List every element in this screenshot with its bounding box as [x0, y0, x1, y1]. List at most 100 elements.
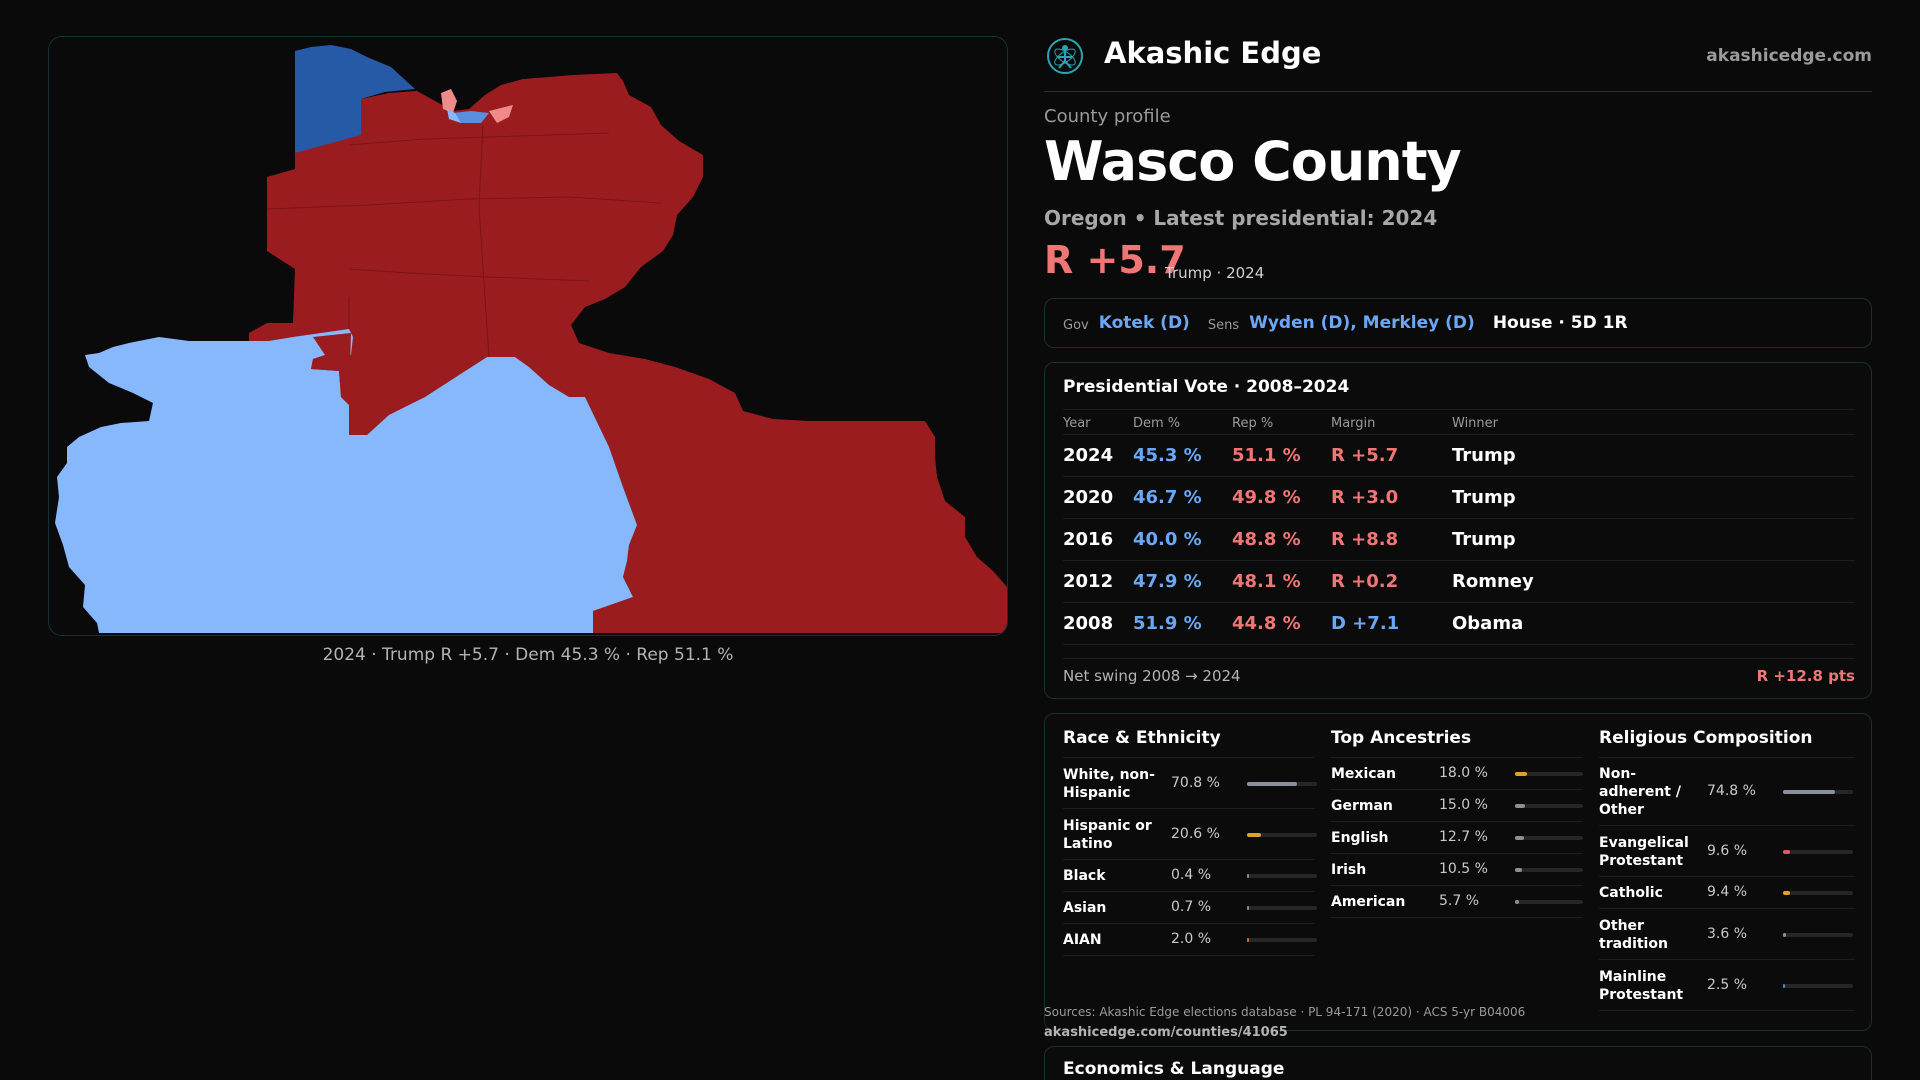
- list-item: Catholic 9.4 %: [1599, 877, 1855, 909]
- governor-name[interactable]: Kotek (D): [1098, 313, 1190, 333]
- cell-year: 2008: [1063, 613, 1114, 634]
- precinct-light-dem-small[interactable]: [447, 109, 461, 123]
- precinct-strong-rep-notch[interactable]: [311, 333, 351, 405]
- net-swing-value: R +12.8 pts: [1756, 667, 1855, 685]
- item-value: 0.7 %: [1171, 899, 1212, 915]
- col-rep: Rep %: [1232, 416, 1274, 431]
- list-item: Mainline Protestant 2.5 %: [1599, 960, 1855, 1011]
- precinct-light-dem-main[interactable]: [55, 329, 637, 633]
- cell-rep: 48.1 %: [1232, 571, 1301, 592]
- item-value: 3.6 %: [1707, 925, 1748, 942]
- precinct-strong-rep-main[interactable]: [249, 73, 1007, 633]
- item-value: 2.0 %: [1171, 931, 1212, 947]
- senators-label: Sens: [1207, 317, 1240, 333]
- cell-rep: 49.8 %: [1232, 487, 1301, 508]
- latest-margin: R +5.7: [1044, 238, 1186, 282]
- item-label: Non- adherent / Other: [1599, 766, 1681, 818]
- share-bar-track: [1247, 874, 1317, 878]
- table-header: Year Dem % Rep % Margin Winner: [1063, 409, 1855, 435]
- share-bar-fill: [1783, 891, 1790, 895]
- precinct-light-rep-2[interactable]: [489, 105, 513, 123]
- table-row: 2016 40.0 % 48.8 % R +8.8 Trump: [1063, 519, 1855, 561]
- item-value: 0.4 %: [1171, 867, 1212, 883]
- share-bar-track: [1515, 868, 1583, 872]
- county-subtitle: Oregon • Latest presidential: 2024: [1044, 206, 1438, 230]
- item-label: American: [1331, 894, 1406, 910]
- share-bar-track: [1783, 849, 1853, 854]
- share-bar-fill: [1247, 832, 1262, 837]
- net-swing-row: Net swing 2008 → 2024 R +12.8 pts: [1063, 658, 1855, 694]
- cell-winner: Romney: [1452, 571, 1534, 592]
- share-bar-fill: [1783, 983, 1785, 988]
- presidential-vote-card: Presidential Vote · 2008–2024 Year Dem %…: [1044, 362, 1872, 699]
- senator-names[interactable]: Wyden (D), Merkley (D): [1249, 313, 1475, 333]
- presidential-vote-title: Presidential Vote · 2008–2024: [1063, 377, 1350, 397]
- county-precinct-map[interactable]: [48, 36, 1008, 636]
- list-item: English 12.7 %: [1331, 822, 1583, 854]
- precinct-light-rep-1[interactable]: [441, 89, 457, 113]
- col-margin: Margin: [1331, 416, 1376, 431]
- table-row: 2012 47.9 % 48.1 % R +0.2 Romney: [1063, 561, 1855, 603]
- share-bar-track: [1783, 790, 1853, 794]
- share-bar-track: [1515, 804, 1583, 808]
- map-caption: 2024 · Trump R +5.7 · Dem 45.3 % · Rep 5…: [322, 645, 734, 665]
- county-permalink[interactable]: akashicedge.com/counties/41065: [1044, 1025, 1288, 1040]
- share-bar-track: [1515, 900, 1583, 904]
- col-dem: Dem %: [1133, 416, 1181, 431]
- share-bar-fill: [1783, 849, 1790, 854]
- item-label: AIAN: [1063, 932, 1102, 948]
- cell-winner: Obama: [1452, 613, 1524, 634]
- list-item: American 5.7 %: [1331, 886, 1583, 918]
- latest-margin-note: Trump · 2024: [1165, 264, 1265, 282]
- cell-dem: 51.9 %: [1133, 613, 1202, 634]
- item-label: Mexican: [1331, 766, 1396, 782]
- gov-label: Gov: [1063, 317, 1089, 333]
- share-bar-fill: [1515, 836, 1524, 840]
- demographics-card: Race & Ethnicity White, non- Hispanic 70.…: [1044, 713, 1872, 1031]
- list-item: Irish 10.5 %: [1331, 854, 1583, 886]
- item-value: 9.6 %: [1707, 842, 1748, 859]
- precinct-boundaries: [266, 124, 662, 358]
- cell-rep: 44.8 %: [1232, 613, 1301, 634]
- item-label: Asian: [1063, 900, 1107, 916]
- item-value: 12.7 %: [1439, 829, 1488, 845]
- item-value: 5.7 %: [1439, 893, 1480, 909]
- item-value: 70.8 %: [1171, 774, 1220, 791]
- house-delegation: House · 5D 1R: [1492, 313, 1628, 333]
- map-svg[interactable]: [49, 37, 1008, 636]
- profile-label: County profile: [1044, 106, 1171, 127]
- ancestries-title: Top Ancestries: [1331, 728, 1583, 758]
- cell-winner: Trump: [1452, 529, 1516, 550]
- economics-language-title: Economics & Language: [1063, 1059, 1285, 1079]
- religion-section: Religious Composition Non- adherent / Ot…: [1599, 728, 1855, 1011]
- share-bar-track: [1247, 832, 1317, 837]
- precinct-strong-dem[interactable]: [295, 45, 415, 153]
- cell-margin: R +3.0: [1331, 487, 1399, 508]
- atom-person-icon[interactable]: [1046, 37, 1084, 75]
- list-item: Evangelical Protestant 9.6 %: [1599, 826, 1855, 877]
- list-item: Other tradition 3.6 %: [1599, 909, 1855, 960]
- item-label: Other tradition: [1599, 917, 1668, 952]
- religion-title: Religious Composition: [1599, 728, 1855, 758]
- item-label: German: [1331, 798, 1393, 814]
- page-title: Wasco County: [1044, 130, 1462, 193]
- share-bar-fill: [1247, 874, 1249, 878]
- cell-dem: 46.7 %: [1133, 487, 1202, 508]
- share-bar-fill: [1515, 804, 1526, 808]
- precinct-mid-dem[interactable]: [453, 111, 489, 123]
- item-label: Catholic: [1599, 885, 1663, 901]
- share-bar-track: [1783, 932, 1853, 937]
- cell-margin: R +8.8: [1331, 529, 1399, 550]
- brand-url-link[interactable]: akashicedge.com: [1706, 46, 1872, 66]
- share-bar-track: [1515, 836, 1583, 840]
- cell-year: 2012: [1063, 571, 1114, 592]
- list-item: Black 0.4 %: [1063, 860, 1317, 892]
- cell-year: 2020: [1063, 487, 1114, 508]
- cell-year: 2016: [1063, 529, 1114, 550]
- cell-dem: 45.3 %: [1133, 445, 1202, 466]
- cell-rep: 48.8 %: [1232, 529, 1301, 550]
- brand-name[interactable]: Akashic Edge: [1104, 36, 1322, 70]
- share-bar-fill: [1515, 868, 1523, 872]
- race-ethnicity-section: Race & Ethnicity White, non- Hispanic 70.…: [1063, 728, 1317, 956]
- brand-header: Akashic Edge akashicedge.com: [1044, 30, 1872, 92]
